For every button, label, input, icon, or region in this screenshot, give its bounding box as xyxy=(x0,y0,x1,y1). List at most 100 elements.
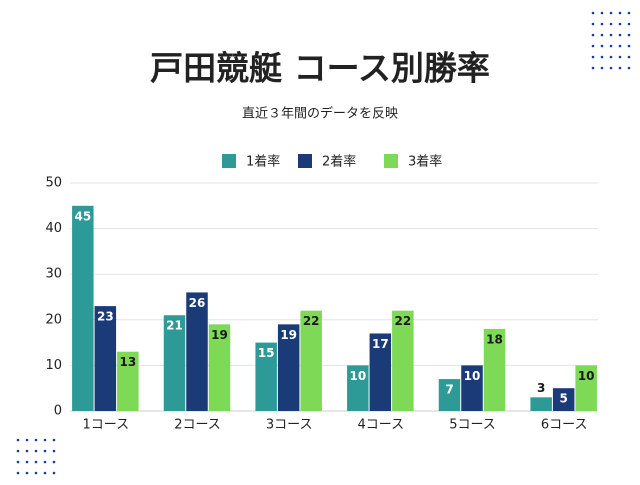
dot xyxy=(25,438,29,442)
dot xyxy=(627,66,631,70)
data-label: 5 xyxy=(559,392,567,406)
dot xyxy=(43,471,47,475)
dot xyxy=(618,33,622,37)
dot xyxy=(609,66,613,70)
dot xyxy=(591,11,595,15)
dot xyxy=(600,11,604,15)
dot xyxy=(600,55,604,59)
dot xyxy=(591,66,595,70)
dot xyxy=(627,44,631,48)
dot xyxy=(609,22,613,26)
dot xyxy=(618,22,622,26)
data-label: 23 xyxy=(97,310,114,324)
bar xyxy=(117,351,139,411)
data-label: 18 xyxy=(486,332,503,346)
dot xyxy=(43,438,47,442)
legend-label: 2着率 xyxy=(322,154,356,170)
dot xyxy=(618,55,622,59)
data-label: 13 xyxy=(119,355,136,369)
dot xyxy=(16,449,20,453)
dot xyxy=(52,438,56,442)
dot xyxy=(627,55,631,59)
x-tick-label: 1コース xyxy=(83,418,130,433)
chart-subtitle: 直近３年間のデータを反映 xyxy=(242,106,398,122)
decor-dots xyxy=(16,11,631,475)
dot xyxy=(591,22,595,26)
dot xyxy=(25,460,29,464)
x-tick-label: 2コース xyxy=(174,418,221,433)
x-tick-label: 3コース xyxy=(266,418,313,433)
dot xyxy=(627,22,631,26)
data-label: 3 xyxy=(537,381,545,395)
chart-title: 戸田競艇 コース別勝率 xyxy=(150,49,490,88)
bar xyxy=(277,324,300,411)
data-label: 17 xyxy=(372,337,389,351)
bar xyxy=(392,310,414,411)
data-label: 10 xyxy=(464,369,481,383)
bar xyxy=(208,324,231,411)
y-tick-label: 40 xyxy=(45,221,62,236)
bar xyxy=(186,292,208,411)
dot xyxy=(52,460,56,464)
x-tick-label: 5コース xyxy=(449,418,496,433)
dot xyxy=(609,44,613,48)
dot xyxy=(34,438,38,442)
bar xyxy=(300,310,322,411)
bar xyxy=(163,315,186,411)
y-tick-label: 30 xyxy=(45,267,62,282)
dot xyxy=(618,66,622,70)
bar xyxy=(369,333,392,411)
x-tick-label: 6コース xyxy=(541,418,588,433)
bar xyxy=(575,365,597,411)
dot xyxy=(627,33,631,37)
dot xyxy=(600,66,604,70)
bar xyxy=(438,379,461,411)
bar xyxy=(94,306,117,411)
dot xyxy=(52,449,56,453)
bar xyxy=(530,397,552,411)
data-label: 19 xyxy=(280,328,297,342)
dot xyxy=(600,22,604,26)
dot xyxy=(609,11,613,15)
dot xyxy=(627,11,631,15)
data-label: 7 xyxy=(445,383,453,397)
dot xyxy=(618,44,622,48)
legend-label: 3着率 xyxy=(408,154,442,170)
legend-label: 1着率 xyxy=(246,154,280,170)
data-label: 19 xyxy=(211,328,228,342)
data-label: 10 xyxy=(578,369,595,383)
dot xyxy=(43,460,47,464)
dot xyxy=(591,55,595,59)
legend-swatch xyxy=(298,154,312,168)
y-tick-label: 10 xyxy=(45,358,62,373)
dot xyxy=(16,438,20,442)
bar xyxy=(255,342,277,411)
dot xyxy=(600,44,604,48)
dot xyxy=(34,449,38,453)
data-label: 22 xyxy=(394,314,411,328)
bar xyxy=(552,388,575,411)
data-label: 26 xyxy=(189,296,206,310)
dot xyxy=(600,33,604,37)
dot xyxy=(609,55,613,59)
dot xyxy=(43,449,47,453)
bar xyxy=(72,205,94,411)
dot xyxy=(609,33,613,37)
dot xyxy=(618,11,622,15)
bar xyxy=(483,328,506,411)
dot xyxy=(25,471,29,475)
legend-swatch xyxy=(222,154,236,168)
data-label: 21 xyxy=(166,319,183,333)
y-tick-label: 0 xyxy=(54,404,62,419)
y-tick-label: 50 xyxy=(45,176,62,191)
legend-swatch xyxy=(384,154,398,168)
dot xyxy=(34,460,38,464)
dot xyxy=(16,471,20,475)
dot xyxy=(52,471,56,475)
data-label: 45 xyxy=(74,209,91,223)
dot xyxy=(16,460,20,464)
x-tick-label: 4コース xyxy=(358,418,405,433)
bar xyxy=(461,365,483,411)
